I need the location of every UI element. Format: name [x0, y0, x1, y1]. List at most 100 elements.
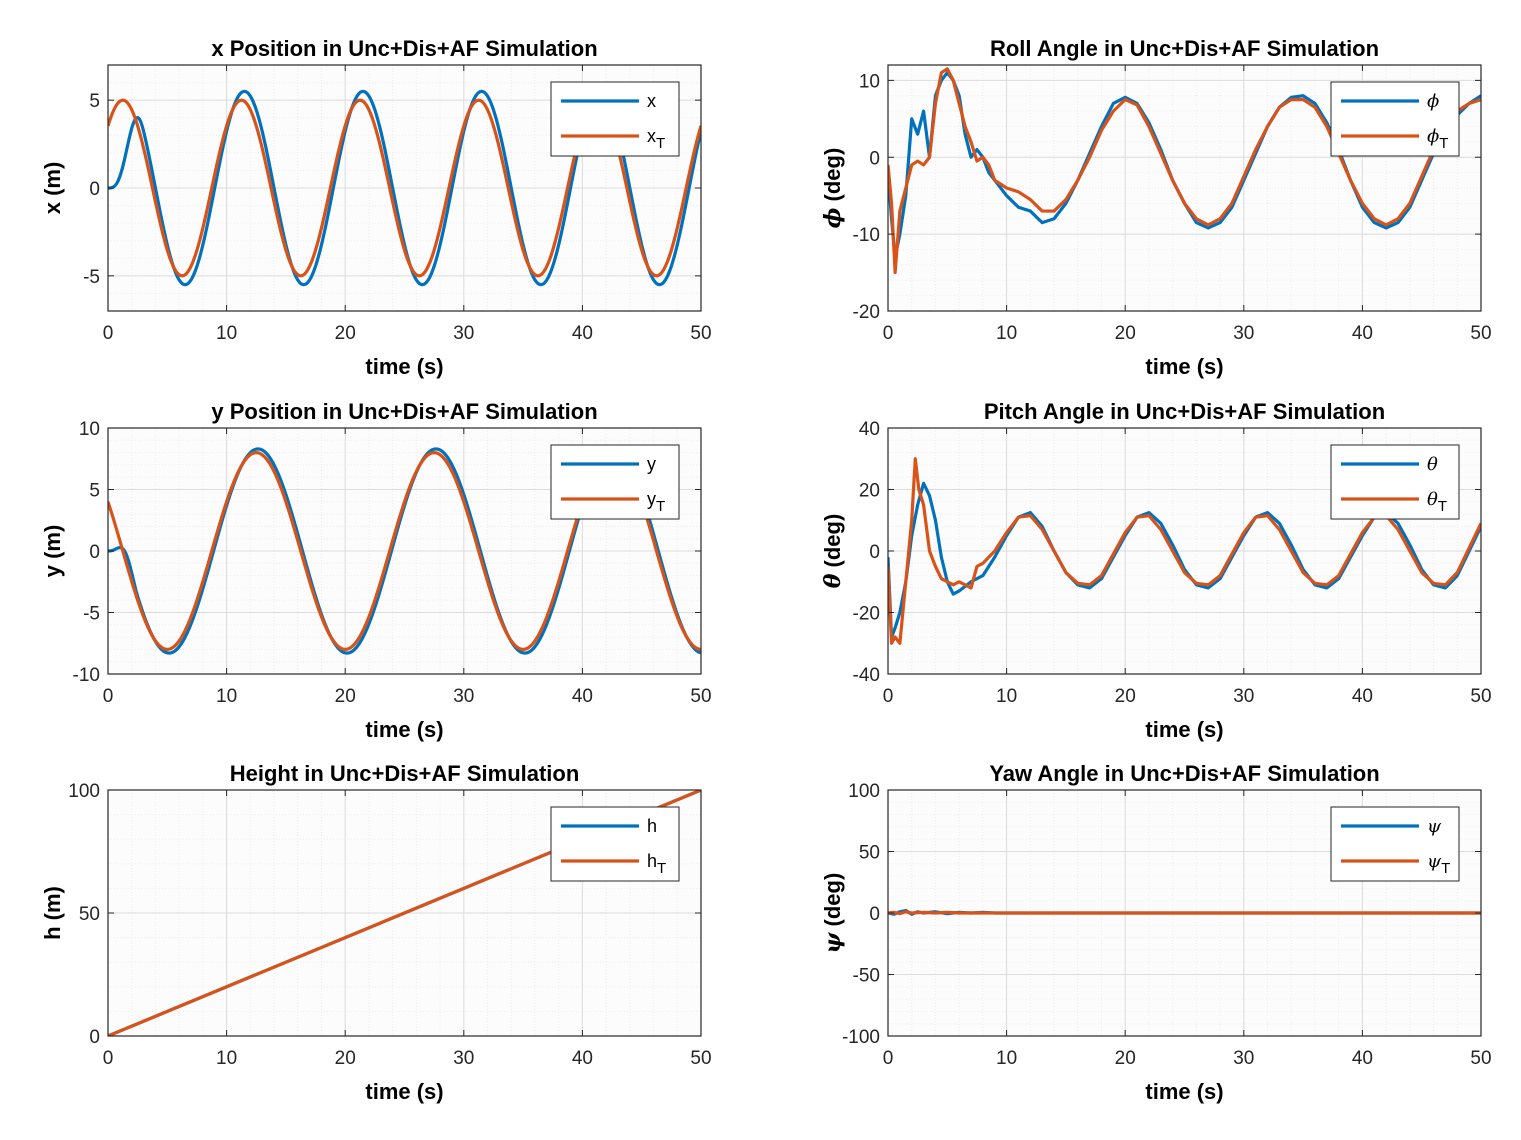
y-tick-label: -10	[73, 665, 100, 686]
x-tick-label: 20	[1115, 686, 1136, 707]
legend: y yT	[550, 444, 680, 520]
y-tick-label: 10	[859, 71, 880, 92]
x-tick-label: 30	[1233, 686, 1254, 707]
legend-box	[1330, 81, 1460, 157]
x-tick-label: 30	[453, 686, 474, 707]
chart-x-position: 0 10 20 30 40 50 -5 0 5 x Position in Unc+Dis+AF …	[40, 36, 712, 379]
x-axis-label: time (s)	[365, 717, 443, 742]
legend: h hT	[550, 806, 680, 882]
x-tick-label: 20	[1115, 1048, 1136, 1069]
x-tick-label: 20	[335, 1048, 356, 1069]
chart-yaw-angle: 0 10 20 30 40 50 -100 -50 0 50 100 Yaw Angle in Unc…	[820, 761, 1492, 1104]
x-tick-label: 50	[1470, 1048, 1491, 1069]
y-tick-label: 0	[869, 904, 880, 925]
y-tick-label: 100	[68, 781, 100, 802]
series-line-target	[888, 457, 1481, 645]
legend-label: hT	[647, 851, 666, 877]
x-tick-label: 10	[216, 1048, 237, 1069]
y-tick-label: -20	[853, 604, 880, 625]
x-tick-label: 50	[690, 323, 711, 344]
y-tick-label: 50	[859, 843, 880, 864]
y-tick-label: 100	[848, 781, 880, 802]
legend-label: θ	[1427, 454, 1438, 475]
x-tick-label: 40	[1352, 686, 1373, 707]
x-tick-label: 40	[572, 686, 593, 707]
chart-height: 0 10 20 30 40 50 0 50 100 Height in Unc+Dis+AF Si…	[40, 761, 712, 1104]
x-tick-label: 20	[1115, 323, 1136, 344]
x-axis-label: time (s)	[1145, 354, 1223, 379]
x-tick-label: 50	[690, 1048, 711, 1069]
legend-box	[550, 81, 680, 157]
x-tick-label: 10	[216, 686, 237, 707]
chart-title: Pitch Angle in Unc+Dis+AF Simulation	[984, 399, 1385, 424]
legend: θ θT	[1330, 444, 1460, 520]
legend-label: xT	[647, 126, 665, 152]
x-tick-label: 10	[996, 686, 1017, 707]
legend-label: ϕ	[1427, 91, 1439, 112]
legend-label: ϕT	[1427, 126, 1448, 152]
legend-label: h	[647, 816, 657, 836]
x-tick-label: 20	[335, 686, 356, 707]
x-tick-label: 40	[1352, 1048, 1373, 1069]
y-axis-label: x (m)	[40, 162, 65, 215]
chart-title: y Position in Unc+Dis+AF Simulation	[211, 399, 597, 424]
x-tick-label: 50	[690, 686, 711, 707]
y-tick-label: 50	[79, 904, 100, 925]
legend-label: θT	[1427, 489, 1447, 515]
chart-title: Yaw Angle in Unc+Dis+AF Simulation	[989, 761, 1379, 786]
y-tick-label: -20	[853, 302, 880, 323]
y-tick-label: 0	[89, 179, 100, 200]
y-tick-label: 0	[89, 542, 100, 563]
x-tick-label: 40	[572, 1048, 593, 1069]
legend: x xT	[550, 81, 680, 157]
y-tick-label: 10	[79, 419, 100, 440]
y-axis-label: θ (deg)	[820, 514, 846, 589]
y-tick-label: -100	[842, 1027, 880, 1048]
x-tick-label: 40	[572, 323, 593, 344]
x-tick-label: 10	[216, 323, 237, 344]
x-axis-label: time (s)	[365, 1079, 443, 1104]
legend-box	[550, 444, 680, 520]
y-tick-label: -5	[83, 267, 100, 288]
legend-label: y	[647, 454, 656, 474]
x-tick-label: 20	[335, 323, 356, 344]
x-tick-label: 0	[883, 1048, 894, 1069]
y-axis-label: y (m)	[40, 525, 65, 578]
legend-box	[550, 806, 680, 882]
series-line-target	[888, 67, 1481, 275]
legend-label: ψ	[1427, 816, 1442, 837]
x-tick-label: 0	[883, 686, 894, 707]
x-tick-label: 30	[453, 1048, 474, 1069]
legend: ψ ψT	[1330, 806, 1460, 882]
y-tick-label: -40	[853, 665, 880, 686]
y-tick-label: 0	[869, 148, 880, 169]
legend-box	[1330, 444, 1460, 520]
y-tick-label: 5	[89, 481, 100, 502]
series-line-target	[888, 910, 1481, 916]
y-axis-label: h (m)	[40, 886, 65, 940]
x-tick-label: 0	[103, 323, 114, 344]
chart-title: Height in Unc+Dis+AF Simulation	[230, 761, 580, 786]
y-axis-label: ϕ (deg)	[820, 148, 846, 229]
y-axis-label: ψ (deg)	[820, 873, 846, 954]
axes-box	[887, 64, 1482, 312]
y-tick-label: -50	[853, 966, 880, 987]
legend-label: ψT	[1427, 851, 1450, 877]
x-tick-label: 40	[1352, 323, 1373, 344]
y-tick-label: 0	[869, 542, 880, 563]
chart-pitch-angle: 0 10 20 30 40 50 -40 -20 0 20 40 Pitch Angle in Unc…	[820, 399, 1492, 742]
x-tick-label: 30	[1233, 323, 1254, 344]
x-axis-label: time (s)	[1145, 717, 1223, 742]
legend: ϕ ϕT	[1330, 81, 1460, 157]
y-tick-label: -5	[83, 604, 100, 625]
x-tick-label: 0	[883, 323, 894, 344]
x-tick-label: 30	[1233, 1048, 1254, 1069]
x-axis-label: time (s)	[1145, 1079, 1223, 1104]
y-tick-label: 40	[859, 419, 880, 440]
x-tick-label: 50	[1470, 686, 1491, 707]
legend-label: yT	[647, 489, 665, 515]
legend-box	[1330, 806, 1460, 882]
x-tick-label: 30	[453, 323, 474, 344]
x-axis-label: time (s)	[365, 354, 443, 379]
